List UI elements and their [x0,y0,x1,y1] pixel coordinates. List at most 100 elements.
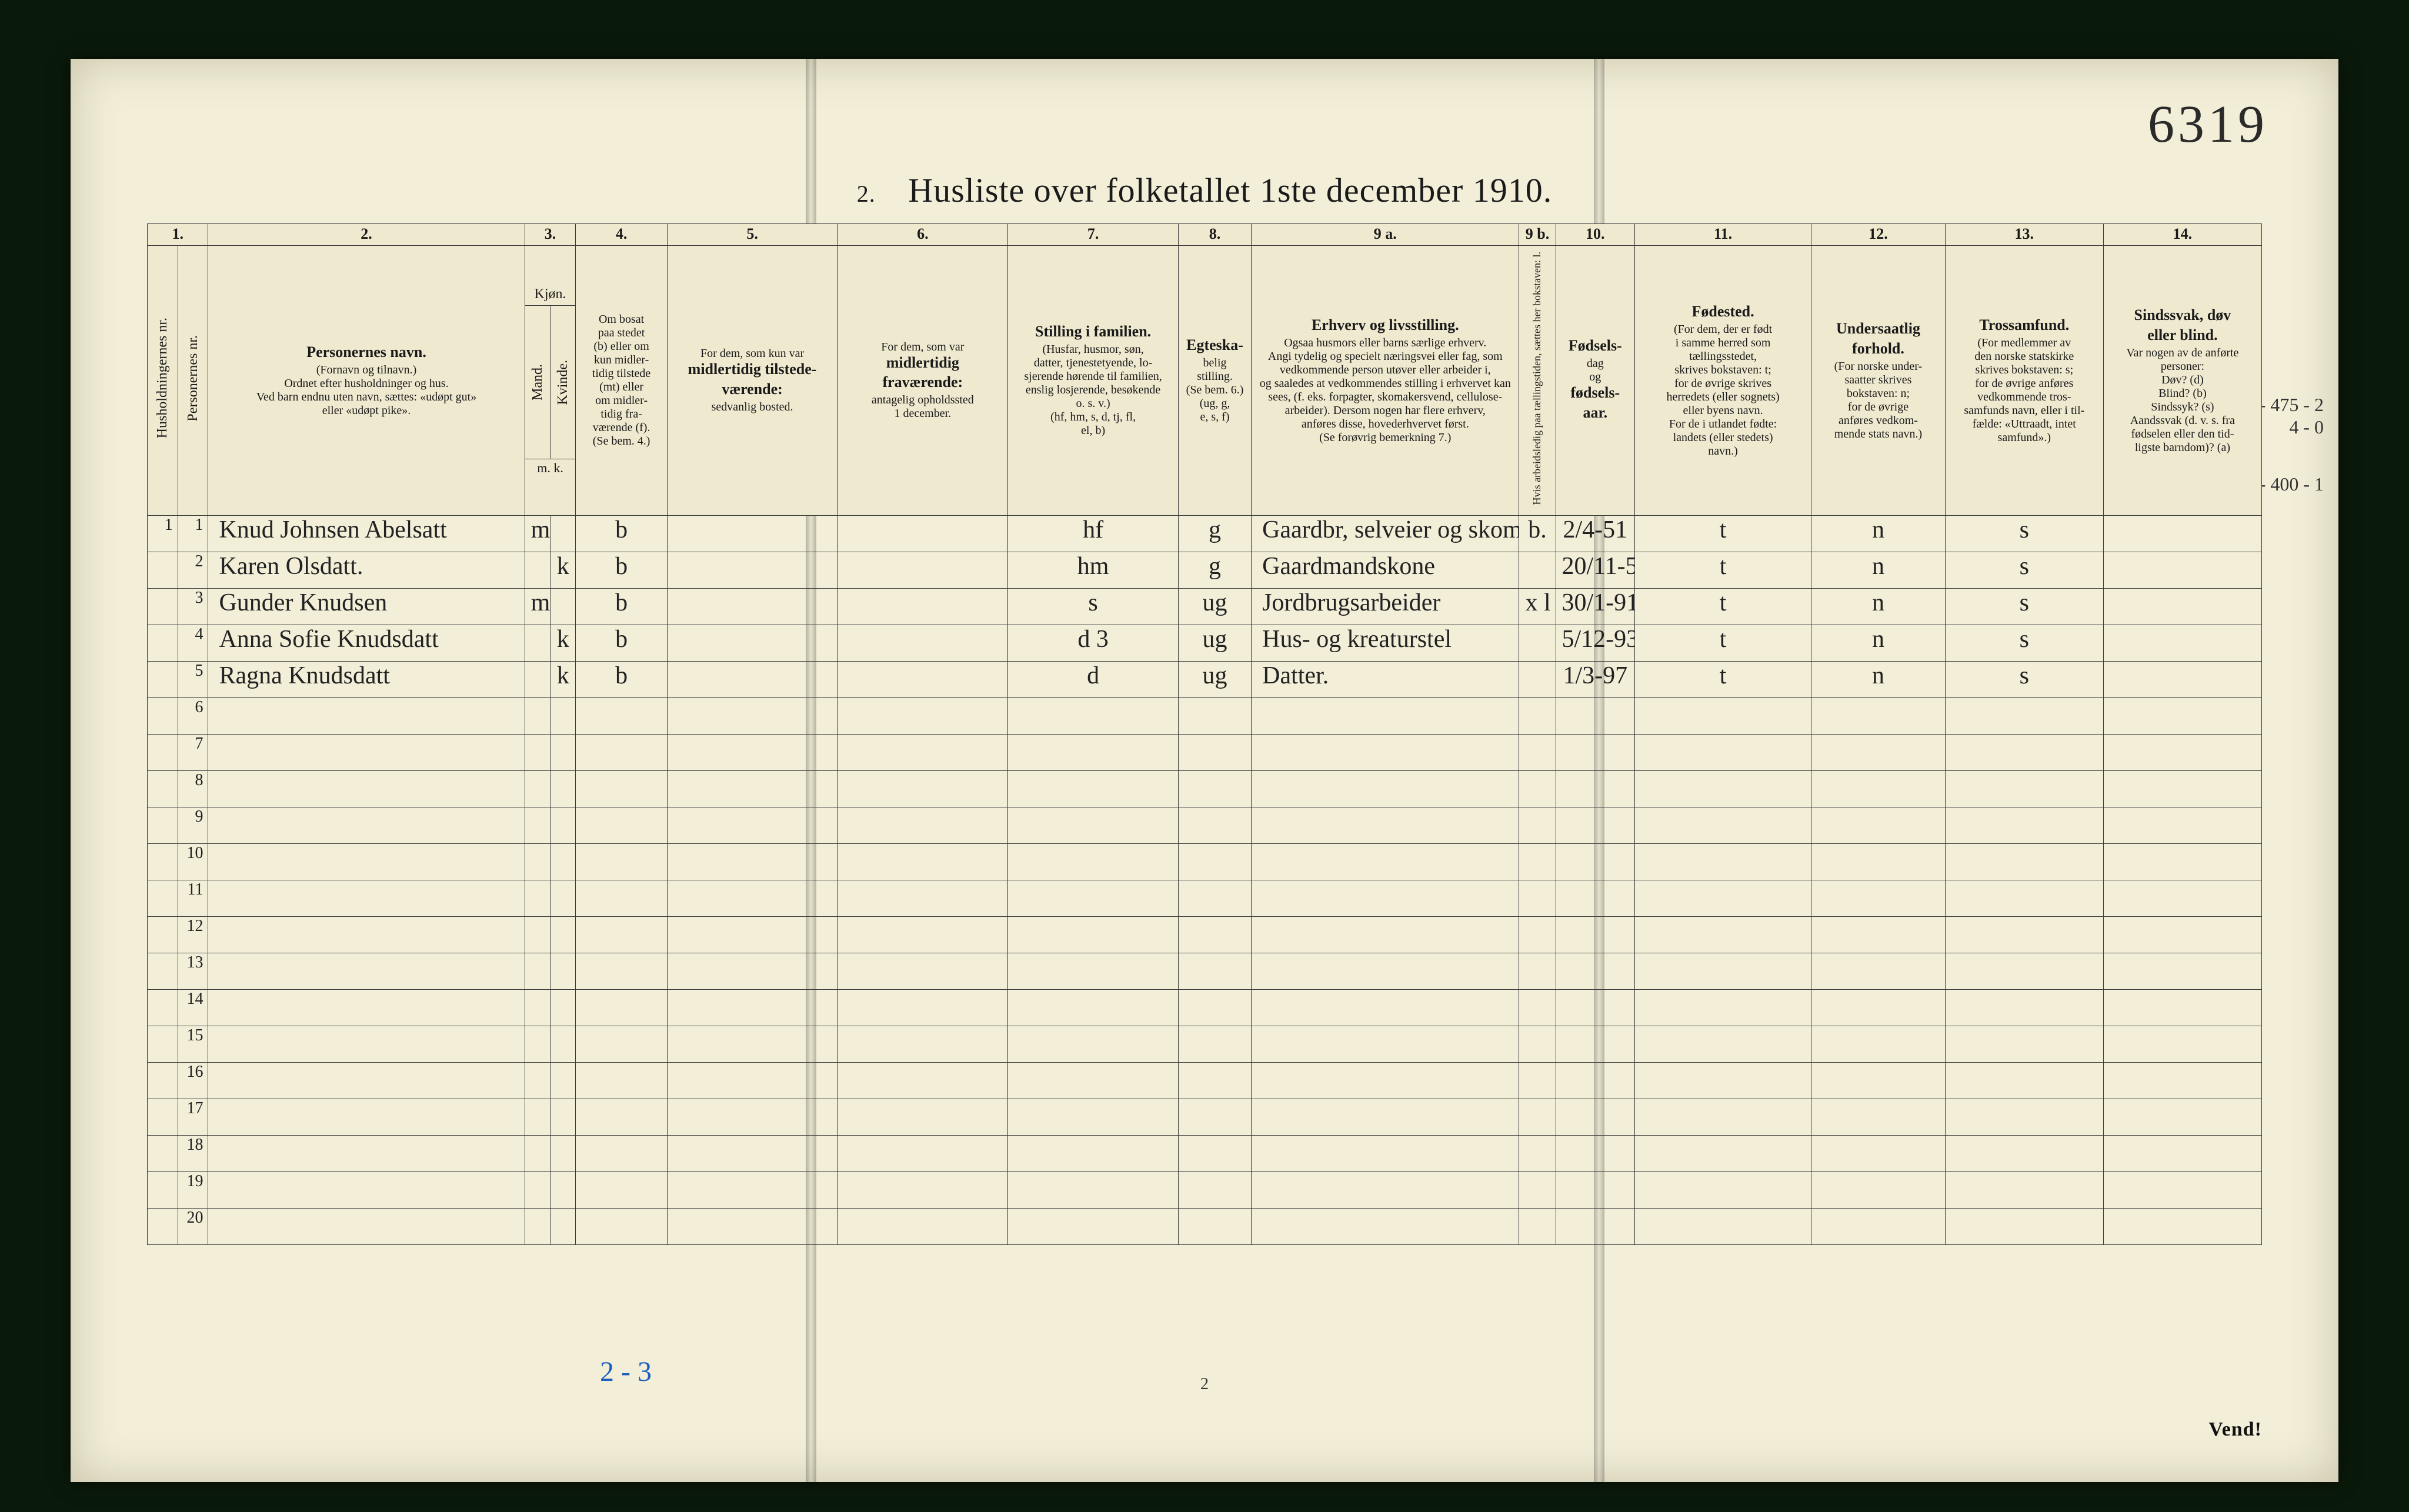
cell-person-nr: 18 [178,1135,208,1171]
hdr-c14-s: Sindssvak, døv [2107,306,2258,324]
cell-empty [525,1062,550,1099]
cell-empty [1945,734,2103,770]
hdr-c11-l1: i samme herred som [1639,336,1807,350]
cell-household-nr [148,661,178,697]
cell-empty [576,734,667,770]
hdr-c14-l6: Aandssvak (d. v. s. fra [2107,414,2258,428]
cell-temp-present [667,625,838,661]
cell-person-nr: 16 [178,1062,208,1099]
cell-empty [1008,880,1179,916]
cell-empty [1635,697,1811,734]
cell-religion: s [1945,515,2103,552]
cell-empty [1635,807,1811,843]
cell-empty [550,1026,576,1062]
hdr-household-nr-text: Husholdningernes nr. [155,314,170,442]
hdr-c13-l3: for de øvrige anføres [1949,377,2100,390]
colnum-8: 8. [1178,224,1251,246]
cell-empty [1519,916,1556,953]
hdr-c8-s: Egteska- [1182,336,1247,354]
turn-page-label: Vend! [2208,1418,2262,1441]
cell-empty [1519,1099,1556,1135]
cell-person-nr: 9 [178,807,208,843]
hdr-c9a-l1: Angi tydelig og specielt næringsvei elle… [1255,350,1515,363]
cell-empty [1811,880,1946,916]
cell-empty [525,1171,550,1208]
cell-empty [1519,697,1556,734]
cell-empty [550,807,576,843]
cell-empty [1178,880,1251,916]
cell-household-nr [148,697,178,734]
cell-empty [838,953,1008,989]
hdr-c12-l3: bokstaven: n; [1815,387,1941,400]
cell-temp-present [667,661,838,697]
table-row: 7 [148,734,2262,770]
hdr-c12-l6: mende stats navn.) [1815,428,1941,441]
cell-occupation: Jordbrugsarbeider [1252,588,1519,625]
hdr-c7-l1: datter, tjenestetyende, lo- [1012,356,1175,370]
cell-person-nr: 3 [178,588,208,625]
cell-empty [1811,953,1946,989]
hdr-c9a-l2: vedkommende person utøver eller arbeider… [1255,363,1515,377]
cell-household-nr [148,1171,178,1208]
cell-sex-m [525,661,550,697]
cell-empty [208,843,525,880]
cell-sex-k: k [550,552,576,588]
cell-empty [838,843,1008,880]
cell-empty [838,880,1008,916]
cell-empty [208,1171,525,1208]
cell-empty [576,880,667,916]
cell-empty [838,1135,1008,1171]
table-row: 11 [148,880,2262,916]
cell-empty [667,1026,838,1062]
cell-empty [525,1135,550,1171]
cell-empty [550,770,576,807]
cell-religion: s [1945,588,2103,625]
hdr-family-position: Stilling i familien. (Husfar, husmor, sø… [1008,245,1179,515]
cell-empty [838,1171,1008,1208]
colnum-9b: 9 b. [1519,224,1556,246]
cell-citizenship: n [1811,552,1946,588]
cell-empty [1635,880,1811,916]
cell-empty [525,1208,550,1244]
hdr-c13-l5: samfunds navn, eller i til- [1949,404,2100,418]
cell-empty [1519,843,1556,880]
cell-household-nr [148,625,178,661]
cell-empty [1635,1099,1811,1135]
cell-sex-m: m [525,588,550,625]
cell-person-nr: 4 [178,625,208,661]
hdr-person-nr: Personernes nr. [178,245,208,515]
cell-birthplace: t [1635,588,1811,625]
cell-empty [1519,880,1556,916]
cell-empty [1008,1062,1179,1099]
hdr-c9a-l4: sees, (f. eks. forpagter, skomakersvend,… [1255,390,1515,404]
cell-household-nr: 1 [148,515,178,552]
table-row: 4Anna Sofie Knudsdattkbd 3ugHus- og krea… [148,625,2262,661]
colnum-11: 11. [1635,224,1811,246]
cell-empty [1635,1171,1811,1208]
cell-empty [1556,770,1635,807]
cell-birthplace: t [1635,625,1811,661]
cell-empty [2103,697,2261,734]
cell-empty [667,880,838,916]
cell-occupation: Gaardbr, selveier og skomager [1252,515,1519,552]
hdr-c11-l8: landets (eller stedets) [1639,431,1807,445]
cell-birthdate: 1/3-97 [1556,661,1635,697]
table-row: 11Knud Johnsen AbelsattmbhfgGaardbr, sel… [148,515,2262,552]
hdr-c4-l1: paa stedet [579,326,663,340]
cell-empty [1811,989,1946,1026]
table-row: 10 [148,843,2262,880]
cell-empty [1178,734,1251,770]
cell-empty [1252,1135,1519,1171]
cell-empty [1556,1208,1635,1244]
cell-sex-m [525,552,550,588]
cell-temp-absent [838,552,1008,588]
cell-empty [838,1208,1008,1244]
hdr-c14-l1: Var nogen av de anførte [2107,346,2258,360]
cell-empty [667,989,838,1026]
cell-empty [667,1135,838,1171]
cell-empty [667,697,838,734]
table-row: 14 [148,989,2262,1026]
colnum-6: 6. [838,224,1008,246]
cell-empty [1811,843,1946,880]
column-number-row: 1. 2. 3. 4. 5. 6. 7. 8. 9 a. 9 b. 10. 11… [148,224,2262,246]
